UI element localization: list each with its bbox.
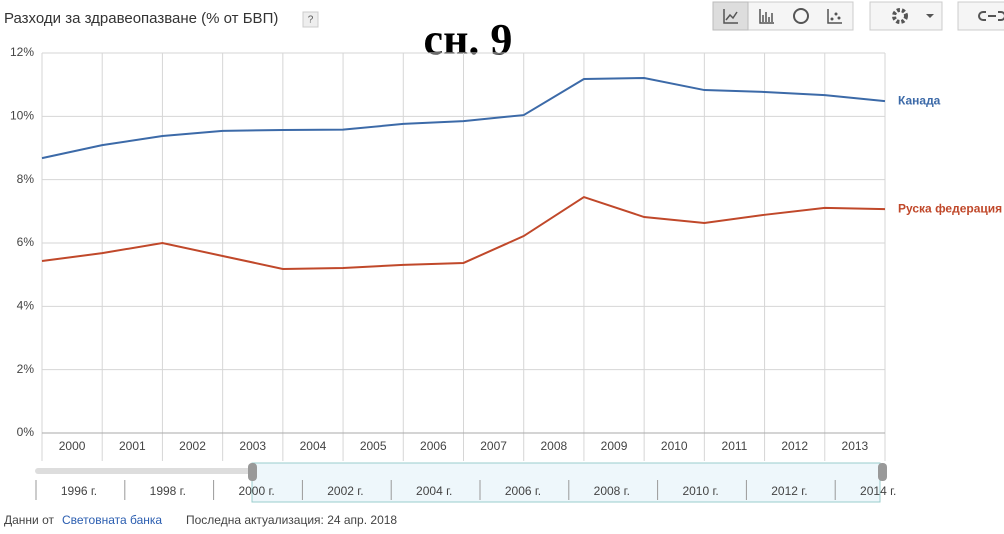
scatter-icon[interactable] <box>827 9 842 24</box>
gear-icon[interactable] <box>892 8 908 24</box>
scatter-dot <box>834 12 838 16</box>
x-tick-label: 2012 <box>781 439 808 453</box>
timeline-handle[interactable] <box>878 463 887 481</box>
timeline-label: 2006 г. <box>505 484 541 498</box>
timeline-label: 1996 г. <box>61 484 97 498</box>
dropdown-icon[interactable] <box>926 14 934 18</box>
timeline-label: 2010 г. <box>682 484 718 498</box>
footer-source-prefix: Данни от <box>4 513 55 527</box>
y-tick-label: 12% <box>10 45 34 59</box>
x-tick-label: 2007 <box>480 439 507 453</box>
x-tick-label: 2004 <box>300 439 327 453</box>
x-tick-label: 2000 <box>59 439 86 453</box>
timeline-label: 2002 г. <box>327 484 363 498</box>
map-icon[interactable] <box>793 8 809 24</box>
x-tick-label: 2011 <box>722 439 748 453</box>
bar-icon[interactable] <box>759 9 774 24</box>
y-tick-label: 8% <box>17 172 35 186</box>
x-tick-label: 2002 <box>179 439 206 453</box>
y-tick-label: 6% <box>17 235 35 249</box>
scatter-dot <box>830 17 834 21</box>
x-tick-label: 2013 <box>842 439 869 453</box>
timeline-label: 2008 г. <box>594 484 630 498</box>
footer-source-link[interactable]: Световната банка <box>62 513 162 527</box>
series-line <box>41 77 886 160</box>
footer-updated: Последна актуализация: 24 апр. 2018 <box>186 513 397 527</box>
y-tick-label: 10% <box>10 109 34 123</box>
y-tick-label: 0% <box>17 425 35 439</box>
x-tick-label: 2003 <box>239 439 266 453</box>
scatter-dot <box>837 16 841 20</box>
overlay-label: сн. 9 <box>424 15 513 64</box>
toolbar <box>712 1 1004 31</box>
plot-area: 0% 2% 4% 6% 8% 10% 12% 2000 2001 2002 2003 2004 2005… <box>10 45 1002 461</box>
line-icon[interactable] <box>723 9 738 24</box>
x-tick-label: 2001 <box>119 439 146 453</box>
series-line <box>41 195 886 270</box>
x-tick-label: 2009 <box>601 439 628 453</box>
y-tick-label: 2% <box>17 362 35 376</box>
timeline-label: 2014 г. <box>860 484 896 498</box>
series-label: Руска федерация <box>898 201 1002 215</box>
chart-title: Разходи за здравеопазване (% от БВП) <box>4 10 278 27</box>
timeline-handle[interactable] <box>248 463 257 481</box>
help-button[interactable] <box>302 11 319 28</box>
timeline-label: 2004 г. <box>416 484 452 498</box>
x-tick-label: 2006 <box>420 439 447 453</box>
timeline-label: 2012 г. <box>771 484 807 498</box>
series-label: Канада <box>898 93 941 107</box>
x-tick-label: 2008 <box>540 439 567 453</box>
timeline-selection[interactable] <box>251 462 881 503</box>
timeline-label: 2000 г. <box>238 484 274 498</box>
y-tick-label: 4% <box>17 299 35 313</box>
help-text[interactable]: ? <box>308 15 314 26</box>
link-button[interactable] <box>957 1 1004 31</box>
timeline-label: 1998 г. <box>150 484 186 498</box>
timeline: 1996 г. 1998 г. 2000 г. 2002 г. 2004 г. 2006 … <box>35 462 896 503</box>
x-tick-label: 2005 <box>360 439 387 453</box>
link-icon[interactable] <box>978 11 1004 21</box>
x-tick-label: 2010 <box>661 439 688 453</box>
